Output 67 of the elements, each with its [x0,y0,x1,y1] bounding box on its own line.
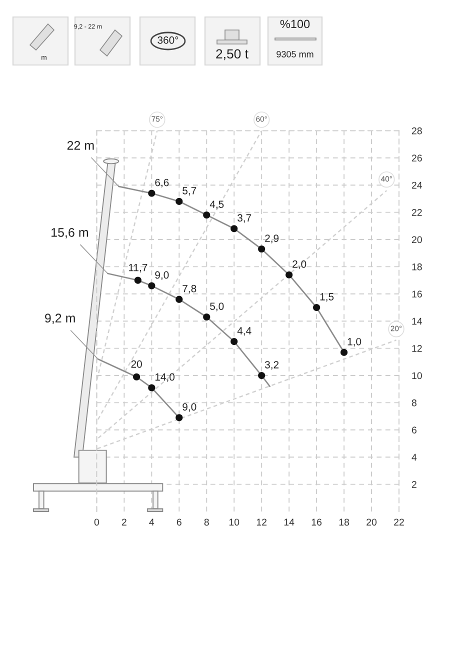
y-tick-label: 14 [412,318,422,325]
annotation: 5,7 [182,187,196,196]
annotation: 4,4 [237,327,252,336]
text: 9305 mm [276,51,314,58]
annotation: 11,7 [128,264,148,272]
point [176,296,183,303]
y-tick-label: 24 [412,182,422,189]
y-tick-label: 10 [412,372,422,380]
x-tick-label: 14 [284,518,294,526]
x-tick-label: 12 [256,518,267,526]
x-tick-label: 22 [394,518,404,526]
annotation: 14,0 [155,373,175,382]
text: 360° [158,36,178,44]
annotation: 7,8 [182,284,196,294]
point [133,373,140,380]
point [258,372,266,380]
annotation: 3,7 [238,214,252,223]
annotation: 2,9 [265,234,279,244]
annotation: 5,0 [210,302,224,312]
point [148,282,156,290]
y-tick-label: 28 [412,127,422,134]
point [134,276,142,284]
point [286,271,293,278]
x-tick-label: 4 [149,518,154,526]
annotation: 6,6 [155,178,169,188]
y-tick-label: 4 [412,454,417,461]
y-tick-label: 12 [412,345,422,352]
y-tick-label: 18 [412,263,422,270]
point [148,190,156,197]
point [230,225,238,232]
annotation: 1,5 [320,293,334,302]
annotation: 4,5 [210,200,224,210]
text: %100 [280,20,310,28]
point [176,198,183,205]
x-tick-label: 10 [229,518,240,526]
text: 9,2 m [45,314,75,324]
annotation: 1,0 [348,338,362,347]
x-tick-label: 18 [339,518,350,526]
point [230,338,238,346]
text: 2,50 t [216,49,248,60]
annotation: 20 [131,360,142,368]
x-tick-label: 6 [176,518,182,526]
y-tick-label: 8 [412,399,416,406]
point [176,414,183,422]
x-tick-label: 16 [312,518,322,526]
point [203,211,210,219]
x-tick-label: 2 [122,518,126,526]
point [313,304,320,312]
y-tick-label: 20 [412,236,422,244]
text: 15,6 m [52,228,88,238]
y-tick-label: 2 [412,481,416,488]
annotation: 3,2 [264,361,279,370]
x-tick-label: 0 [94,518,100,526]
x-tick-label: 8 [204,518,209,526]
annotation: 9,0 [155,271,169,280]
point [258,245,266,253]
text: 22 m [67,140,94,150]
annotation: 2,0 [292,260,306,270]
y-tick-label: 6 [412,426,416,434]
x-tick-label: 20 [366,518,377,526]
point [148,384,156,392]
y-tick-label: 22 [412,209,422,216]
point [340,348,348,356]
y-tick-label: 26 [412,154,422,162]
point [203,313,210,321]
y-tick-label: 16 [412,290,422,298]
annotation: 9,0 [182,403,196,412]
